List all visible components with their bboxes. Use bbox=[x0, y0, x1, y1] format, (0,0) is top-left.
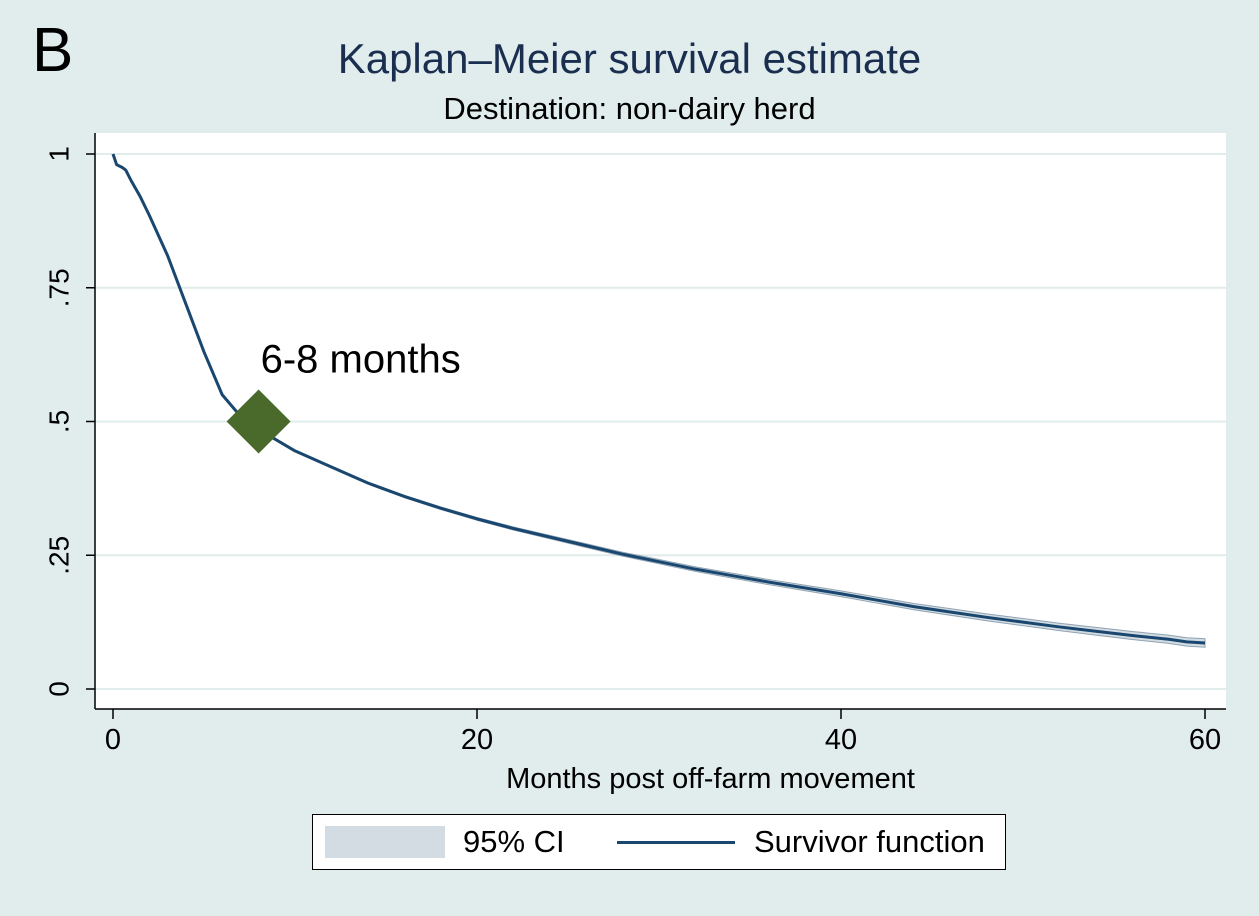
x-tick-label: 0 bbox=[105, 724, 121, 756]
panel-label: B bbox=[32, 16, 74, 85]
chart-title: Kaplan–Meier survival estimate bbox=[337, 35, 922, 82]
y-tick-label: .5 bbox=[43, 410, 74, 433]
legend-ci-label: 95% CI bbox=[463, 824, 565, 859]
survivor-line bbox=[111, 153, 1206, 645]
chart-subtitle: Destination: non-dairy herd bbox=[443, 91, 816, 126]
legend: 95% CI Survivor function bbox=[312, 814, 1006, 870]
y-tick-label: 1 bbox=[43, 146, 74, 162]
y-tick-label: 0 bbox=[43, 681, 74, 697]
x-tick-label: 60 bbox=[1189, 724, 1221, 756]
median-diamond-marker bbox=[226, 389, 291, 454]
y-tick-label: .75 bbox=[43, 268, 74, 307]
legend-line-swatch bbox=[617, 841, 735, 844]
legend-ci-swatch bbox=[325, 826, 445, 858]
x-tick-label: 40 bbox=[825, 724, 857, 756]
x-tick-label: 20 bbox=[461, 724, 493, 756]
y-tick-label: .25 bbox=[43, 536, 74, 575]
annotation-label: 6-8 months bbox=[261, 338, 461, 382]
x-axis-title: Months post off-farm movement bbox=[506, 763, 915, 795]
legend-line-label: Survivor function bbox=[754, 824, 985, 859]
